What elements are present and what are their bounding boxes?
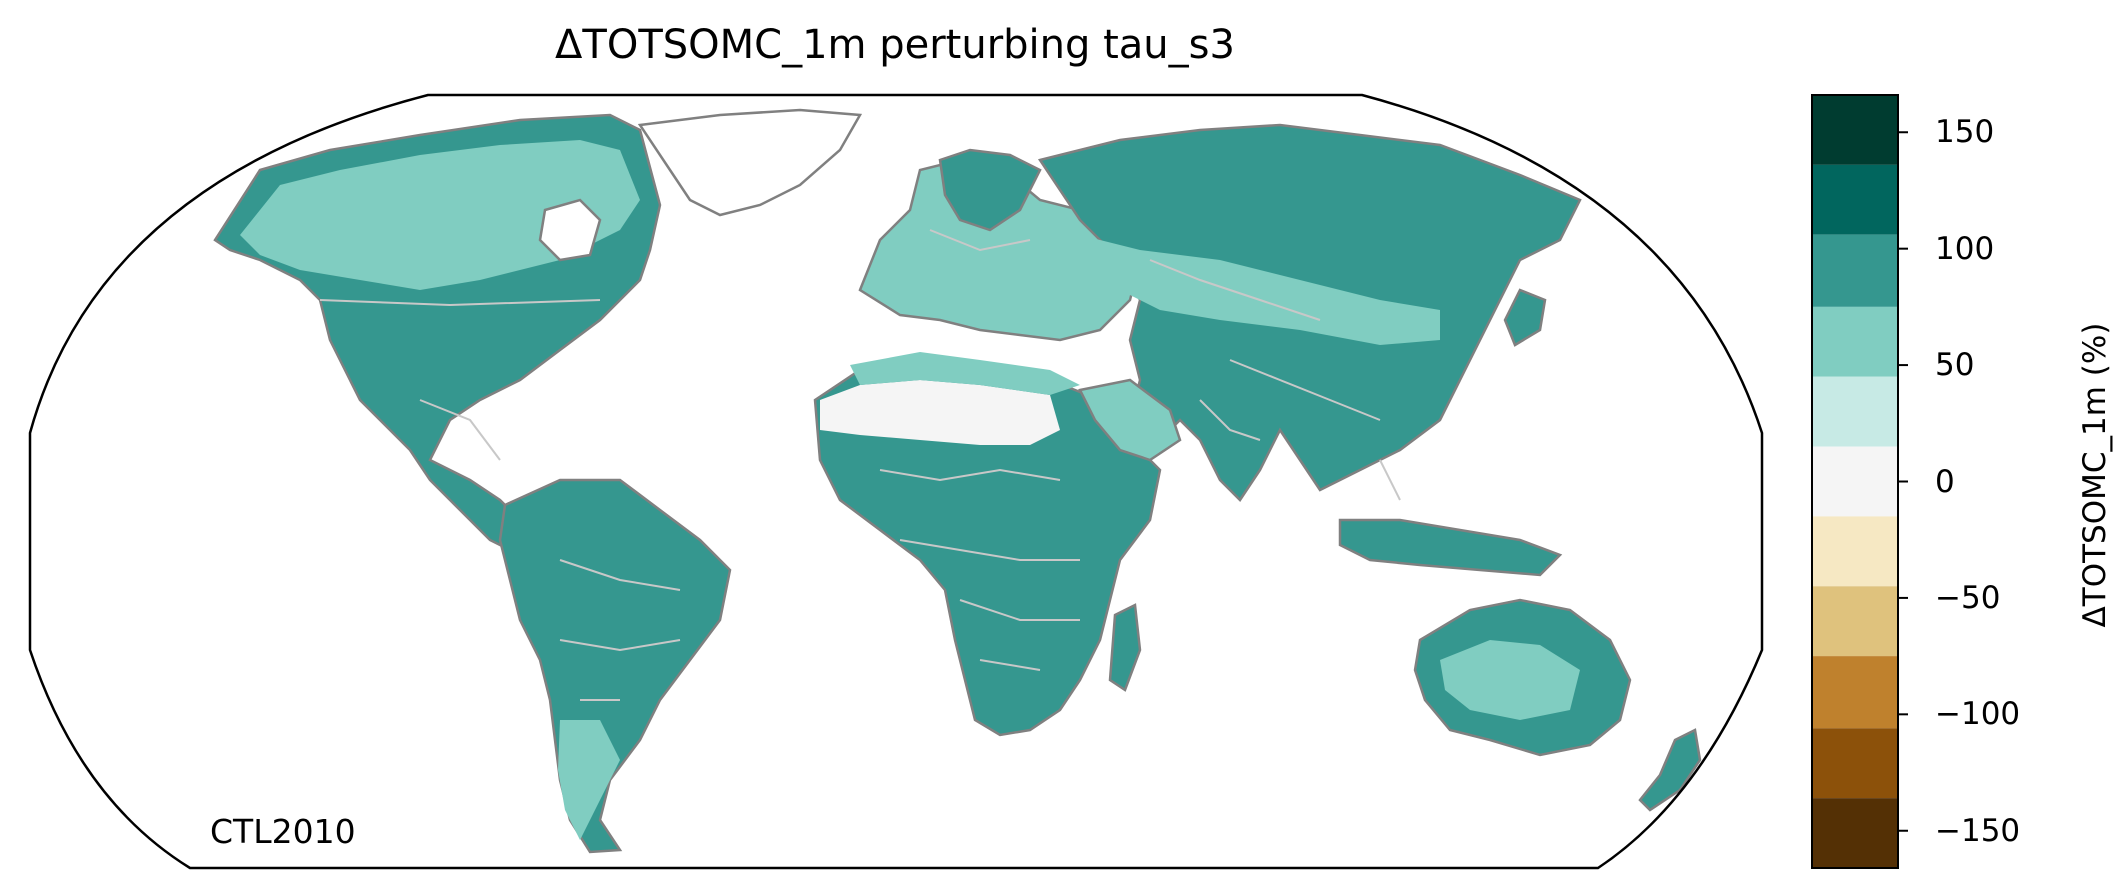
land-central-asia	[1060, 230, 1440, 345]
colorbar-tick-label: −50	[1935, 579, 2001, 616]
land-patagonia	[558, 720, 620, 840]
colorbar-bin	[1812, 446, 1898, 517]
colorbar-tick-label: 50	[1935, 347, 1975, 384]
land-scandinavia	[938, 148, 1042, 232]
colorbar-tick-label: 0	[1935, 463, 1955, 500]
map-title: ΔTOTSOMC_1m perturbing tau_s3	[555, 22, 1235, 68]
land-madagascar	[1108, 603, 1142, 692]
colorbar-tick-label: 100	[1935, 230, 1995, 267]
land-arabia	[1078, 378, 1182, 462]
land-indonesia	[1338, 518, 1563, 577]
colorbar-bin	[1812, 586, 1898, 657]
land-south-america	[498, 478, 732, 854]
colorbar-bin	[1812, 798, 1898, 868]
colorbar-tick-label: 150	[1935, 114, 1995, 151]
land-australia-interior	[1440, 640, 1580, 720]
colorbar-tick-label: −100	[1935, 696, 2021, 733]
colorbar-bin	[1812, 728, 1898, 799]
land-north-africa	[850, 352, 1080, 395]
land-sahara	[820, 380, 1060, 445]
annotation-label: CTL2010	[210, 812, 356, 851]
colorbar-bin	[1812, 516, 1898, 587]
colorbar-bin	[1812, 95, 1898, 165]
land-new-zealand	[1638, 728, 1702, 812]
colorbar-bin	[1812, 164, 1898, 235]
colorbar-bin	[1812, 656, 1898, 729]
land-japan	[1503, 288, 1547, 347]
country-borders	[319, 229, 1401, 701]
hudson-bay	[538, 198, 602, 262]
colorbar-bin	[1812, 234, 1898, 307]
land-canada-boreal	[240, 140, 640, 290]
colorbar-bin	[1812, 306, 1898, 377]
colorbar-label: ΔTOTSOMC_1m (%)	[2077, 322, 2113, 628]
colorbar-tick-label: −150	[1935, 812, 2021, 849]
globe-outline	[28, 93, 1764, 870]
colorbar-bin	[1812, 376, 1898, 447]
greenland	[637, 108, 863, 217]
